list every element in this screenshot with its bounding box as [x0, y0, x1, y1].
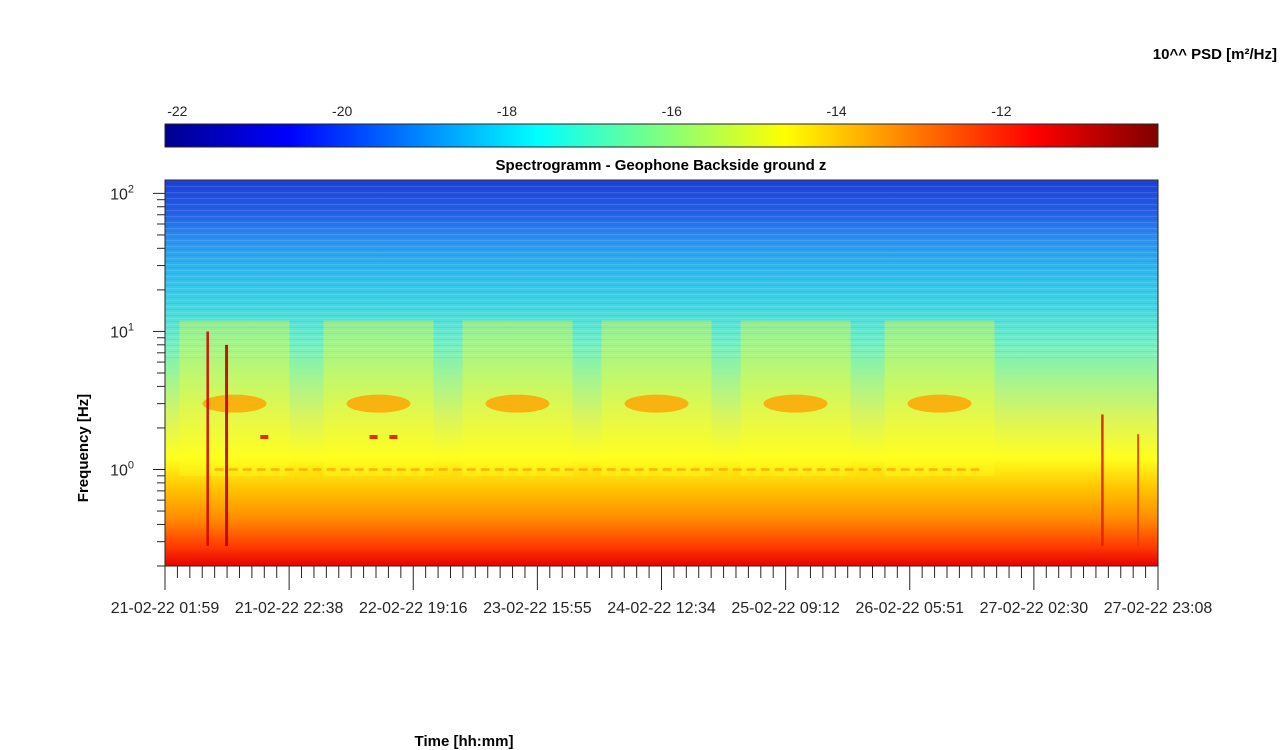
colorbar-tick-label: -18 [497, 103, 517, 119]
activity-patch [763, 394, 828, 413]
spectral-line-stripes [165, 180, 1158, 360]
x-axis: 21-02-22 01:59 21-02-22 22:38 22-02-22 19:… [111, 566, 1213, 617]
y-axis: 100 101 102 [110, 183, 165, 567]
event-marker [389, 434, 398, 439]
x-tick-label: 25-02-22 09:12 [731, 600, 840, 617]
colorbar-tick-label: -22 [167, 103, 187, 119]
transient-events [206, 331, 1140, 546]
chart-title: Spectrogramm - Geophone Backside ground … [496, 157, 827, 174]
x-tick-label: 22-02-22 19:16 [359, 600, 468, 617]
x-tick-label: 27-02-22 02:30 [980, 600, 1089, 617]
event-marker [260, 434, 269, 439]
spectrogram-image [165, 180, 1158, 566]
activity-patches [179, 320, 995, 476]
colorbar-label: 10^^ PSD [m²/Hz] [1153, 46, 1277, 63]
colorbar-tick-label: -20 [332, 103, 352, 119]
x-axis-label: Time [hh:mm] [415, 733, 514, 750]
colorbar-ticks: -22 -20 -18 -16 -14 -12 [167, 103, 1012, 130]
x-tick-label: 26-02-22 05:51 [855, 600, 964, 617]
x-tick-label: 21-02-22 22:38 [235, 600, 344, 617]
x-tick-label: 21-02-22 01:59 [111, 600, 220, 617]
activity-patch [485, 394, 550, 413]
x-tick-label: 27-02-22 23:08 [1104, 600, 1213, 617]
y-tick-label: 102 [110, 183, 134, 203]
colorbar [164, 123, 1159, 148]
colorbar-tick-label: -12 [991, 103, 1011, 119]
x-tick-label: 24-02-22 12:34 [607, 600, 716, 617]
activity-patch [202, 394, 267, 413]
activity-patch [346, 394, 411, 413]
activity-patch [624, 394, 689, 413]
activity-patch [907, 394, 972, 413]
x-tick-label: 23-02-22 15:55 [483, 600, 592, 617]
colorbar-tick-label: -14 [826, 103, 846, 119]
event-marker [369, 434, 378, 439]
y-tick-label: 100 [110, 460, 134, 480]
y-tick-label: 101 [110, 321, 134, 341]
colorbar-tick-label: -16 [662, 103, 682, 119]
y-axis-label: Frequency [Hz] [75, 394, 92, 502]
